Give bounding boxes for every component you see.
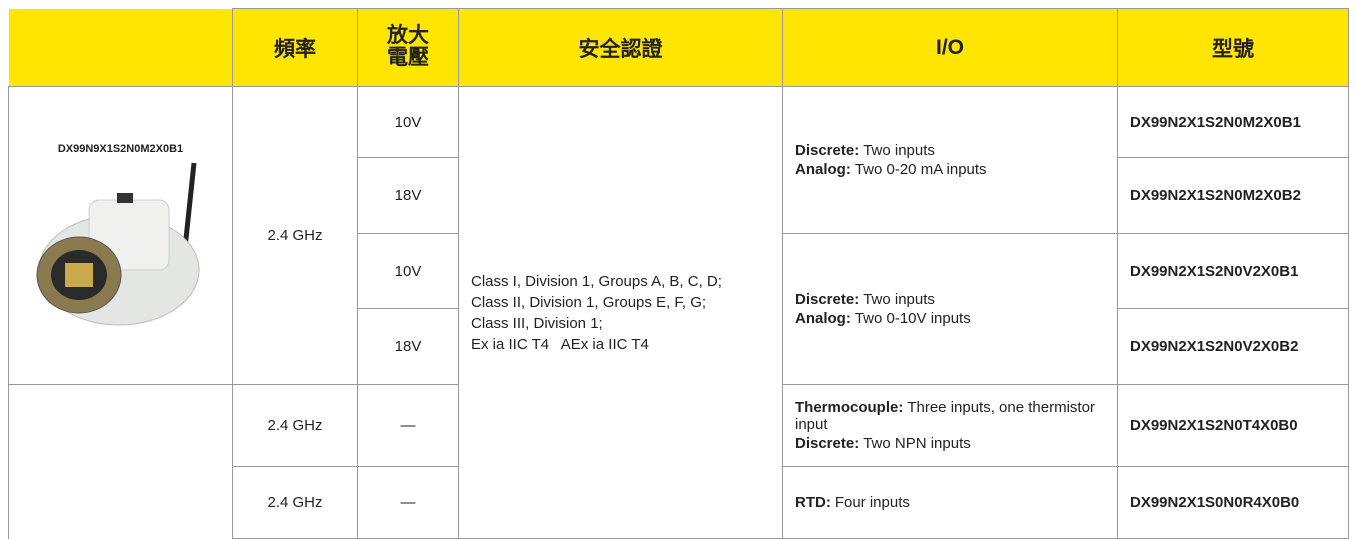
- io-text: Three inputs, one thermistor input: [795, 399, 1095, 433]
- header-text: 放大電壓: [387, 23, 429, 70]
- io-cell: Discrete: Two inputs Analog: Two 0-20 mA in…: [782, 86, 1118, 234]
- certification-line: Class I, Division 1, Groups A, B, C, D;: [471, 272, 722, 290]
- io-label: RTD:: [795, 494, 831, 511]
- io-label: Discrete:: [795, 291, 860, 308]
- io-label: Analog:: [795, 161, 851, 178]
- frequency-cell: 2.4 GHz: [232, 86, 358, 385]
- header-cell: 頻率: [232, 8, 358, 87]
- model-cell: DX99N2X1S2N0V2X0B2: [1117, 308, 1349, 385]
- frequency-cell: 2.4 GHz: [232, 384, 358, 467]
- certification-line: Class II, Division 1, Groups E, F, G;: [471, 293, 707, 311]
- model-cell: DX99N2X1S2N0T4X0B0: [1117, 384, 1349, 467]
- io-line: Discrete: Two NPN inputs: [795, 435, 1105, 452]
- io-label: Discrete:: [795, 142, 860, 159]
- io-text: Two 0-20 mA inputs: [854, 161, 987, 178]
- model-cell: DX99N2X1S0N0R4X0B0: [1117, 466, 1349, 539]
- model-cell: DX99N2X1S2N0M2X0B1: [1117, 86, 1349, 158]
- product-image: [36, 162, 200, 325]
- voltage-cell: 18V: [357, 308, 459, 385]
- io-line: Analog: Two 0-20 mA inputs: [795, 161, 1105, 178]
- header-cell: I/O: [782, 8, 1118, 87]
- io-cell: Discrete: Two inputs Analog: Two 0-10V inpu…: [782, 233, 1118, 385]
- voltage-cell: —: [357, 384, 459, 467]
- header-empty: [8, 8, 233, 87]
- io-cell: Thermocouple: Three inputs, one thermisto…: [782, 384, 1118, 467]
- voltage-cell: —: [357, 466, 459, 539]
- io-cell: RTD: Four inputs: [782, 466, 1118, 539]
- header-cell: 型號: [1117, 8, 1349, 87]
- io-label: Thermocouple:: [795, 399, 904, 416]
- io-line: RTD: Four inputs: [795, 494, 1105, 511]
- io-line: Thermocouple: Three inputs, one thermisto…: [795, 399, 1105, 433]
- product-caption: DX99N9X1S2N0M2X0B1: [57, 142, 184, 155]
- io-line: Analog: Two 0-10V inputs: [795, 310, 1105, 327]
- voltage-cell: 18V: [357, 157, 459, 234]
- io-text: Four inputs: [834, 494, 910, 511]
- frequency-cell: 2.4 GHz: [232, 466, 358, 539]
- io-line: Discrete: Two inputs: [795, 291, 1105, 308]
- voltage-cell: 10V: [357, 86, 459, 158]
- io-text: Two 0-10V inputs: [854, 310, 971, 327]
- io-line: Discrete: Two inputs: [795, 142, 1105, 159]
- certification-cell: Class I, Division 1, Groups A, B, C, D; …: [458, 86, 783, 539]
- certification-line: Ex ia IIC T4 AEx ia IIC T4: [471, 335, 649, 353]
- io-label: Analog:: [795, 310, 851, 327]
- voltage-cell: 10V: [357, 233, 459, 309]
- product-table: 頻率 放大電壓 安全認證 I/O 型號 DX99N9X1S2N0M2X0B1 2…: [8, 8, 1349, 539]
- header-cell: 安全認證: [458, 8, 783, 87]
- model-cell: DX99N2X1S2N0V2X0B1: [1117, 233, 1349, 309]
- empty-cell: [8, 384, 233, 539]
- header-cell: 放大電壓: [357, 8, 459, 87]
- io-text: Two NPN inputs: [863, 435, 971, 452]
- certification-line: Class III, Division 1;: [471, 314, 603, 332]
- io-text: Two inputs: [863, 142, 935, 159]
- io-text: Two inputs: [863, 291, 935, 308]
- io-label: Discrete:: [795, 435, 860, 452]
- model-cell: DX99N2X1S2N0M2X0B2: [1117, 157, 1349, 234]
- product-cell: DX99N9X1S2N0M2X0B1: [8, 86, 233, 385]
